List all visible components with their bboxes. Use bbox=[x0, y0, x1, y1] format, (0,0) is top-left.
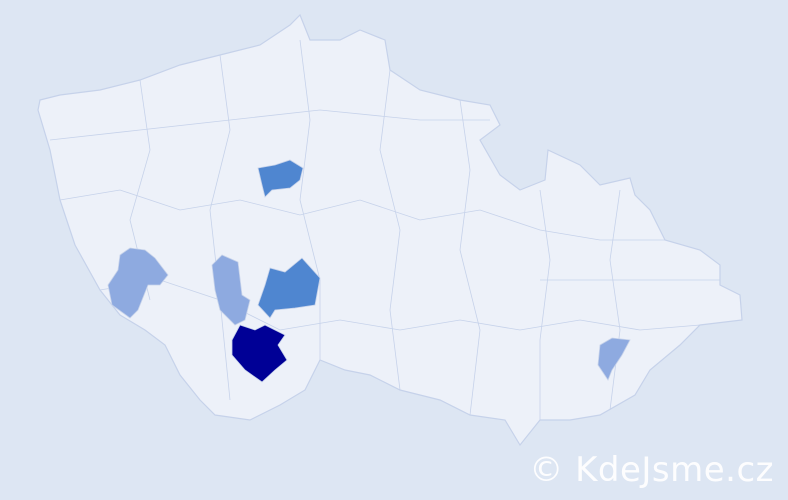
country-outline bbox=[37, 13, 743, 447]
district-low-1[interactable] bbox=[107, 247, 169, 319]
district-high-1[interactable] bbox=[231, 324, 288, 383]
district-borders bbox=[49, 39, 720, 420]
watermark-logo: © KdeJsme.cz bbox=[529, 450, 774, 490]
district-mid-1[interactable] bbox=[257, 159, 304, 198]
district-mid-2[interactable] bbox=[257, 257, 321, 319]
district-low-2[interactable] bbox=[211, 254, 251, 326]
district-low-3[interactable] bbox=[597, 337, 631, 381]
